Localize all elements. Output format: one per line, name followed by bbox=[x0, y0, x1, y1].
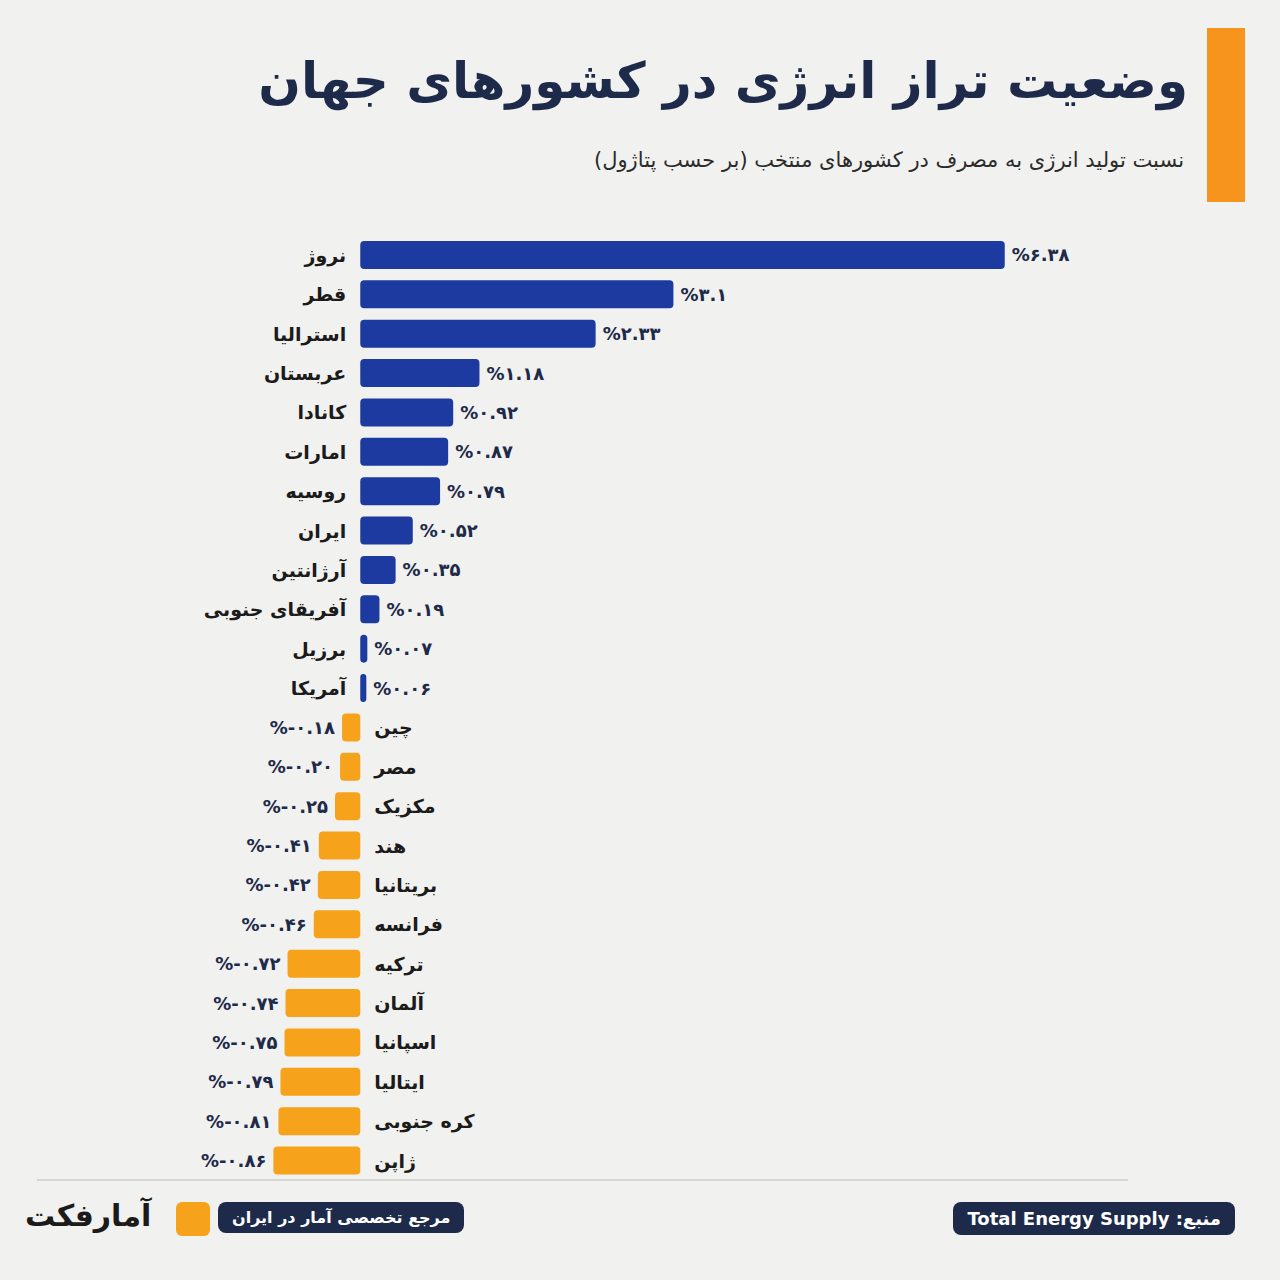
svg-text:%-۰.۱۸: %-۰.۱۸ bbox=[270, 717, 335, 738]
html-text:مرجع تخصصی آمار در ایران: مرجع تخصصی آمار در ایران bbox=[232, 1208, 451, 1227]
svg-text:روسیه: روسیه bbox=[286, 480, 347, 503]
svg-text:%-۰.۸۶: %-۰.۸۶ bbox=[201, 1150, 266, 1171]
svg-text:نروژ: نروژ bbox=[304, 244, 347, 267]
svg-text:اسپانیا: اسپانیا bbox=[374, 1031, 436, 1054]
svg-text:فرانسه: فرانسه bbox=[374, 913, 443, 936]
svg-text:%-۰.۲۰: %-۰.۲۰ bbox=[268, 756, 333, 777]
svg-text:ایران: ایران bbox=[298, 520, 346, 543]
svg-text:بریتانیا: بریتانیا bbox=[374, 874, 437, 897]
svg-text:%۰.۷۹: %۰.۷۹ bbox=[447, 481, 505, 502]
svg-text:مکزیک: مکزیک bbox=[374, 795, 435, 818]
html-text:وضعیت تراز انرژی در کشورهای جه: وضعیت تراز انرژی در کشورهای جهان bbox=[258, 52, 1188, 110]
svg-text:ترکیه: ترکیه bbox=[374, 953, 423, 976]
svg-text:%۰.۰۶: %۰.۰۶ bbox=[373, 678, 431, 699]
svg-text:%۰.۱۹: %۰.۱۹ bbox=[386, 599, 444, 620]
svg-text:%-۰.۴۲: %-۰.۴۲ bbox=[246, 874, 311, 895]
svg-text:%-۰.۷۲: %-۰.۷۲ bbox=[215, 953, 280, 974]
svg-text:%۰.۵۲: %۰.۵۲ bbox=[420, 520, 478, 541]
svg-text:%۰.۰۷: %۰.۰۷ bbox=[374, 638, 432, 659]
svg-text:%-۰.۴۱: %-۰.۴۱ bbox=[247, 835, 312, 856]
svg-text:کانادا: کانادا bbox=[298, 401, 348, 423]
svg-text:مصر: مصر bbox=[373, 756, 416, 779]
svg-text:ژاپن: ژاپن bbox=[374, 1150, 416, 1173]
svg-text:چین: چین bbox=[374, 716, 413, 739]
svg-text:%-۰.۲۵: %-۰.۲۵ bbox=[263, 796, 328, 817]
svg-text:عربستان: عربستان bbox=[264, 362, 346, 385]
svg-text:%-۰.۸۱: %-۰.۸۱ bbox=[206, 1111, 271, 1132]
svg-text:آرژانتین: آرژانتین bbox=[272, 558, 347, 582]
svg-text:آمریکا: آمریکا bbox=[291, 676, 347, 700]
svg-text:آفریقای جنوبی: آفریقای جنوبی bbox=[204, 597, 347, 621]
svg-text:استرالیا: استرالیا bbox=[273, 323, 346, 346]
svg-text:%۲.۳۳: %۲.۳۳ bbox=[603, 323, 661, 344]
svg-text:%۶.۳۸: %۶.۳۸ bbox=[1012, 244, 1070, 265]
svg-text:%-۰.۷۴: %-۰.۷۴ bbox=[213, 993, 278, 1014]
svg-text:%-۰.۷۵: %-۰.۷۵ bbox=[212, 1032, 277, 1053]
svg-text:کره جنوبی: کره جنوبی bbox=[374, 1110, 475, 1133]
svg-text:آلمان: آلمان bbox=[374, 991, 424, 1014]
svg-text:%۰.۸۷: %۰.۸۷ bbox=[455, 441, 513, 462]
html-text:نسبت تولید انرژی به مصرف در کش: نسبت تولید انرژی به مصرف در کشورهای منتخ… bbox=[594, 148, 1184, 172]
html-text:منبع: Total Energy Supply: منبع: Total Energy Supply bbox=[967, 1208, 1221, 1229]
svg-text:ایتالیا: ایتالیا bbox=[374, 1071, 425, 1093]
svg-text:%۳.۱: %۳.۱ bbox=[680, 284, 727, 305]
svg-text:%-۰.۷۹: %-۰.۷۹ bbox=[208, 1071, 273, 1092]
svg-text:%۱.۱۸: %۱.۱۸ bbox=[486, 363, 544, 384]
svg-text:قطر: قطر bbox=[302, 283, 346, 306]
svg-text:%۰.۳۵: %۰.۳۵ bbox=[403, 559, 461, 580]
svg-text:%۰.۹۲: %۰.۹۲ bbox=[460, 402, 518, 423]
svg-text:امارات: امارات bbox=[284, 441, 346, 464]
svg-text:هند: هند bbox=[374, 835, 406, 857]
svg-text:برزیل: برزیل bbox=[292, 638, 346, 661]
html-text:آمارفکت: آمارفکت bbox=[25, 1198, 152, 1233]
svg-text:%-۰.۴۶: %-۰.۴۶ bbox=[241, 914, 306, 935]
